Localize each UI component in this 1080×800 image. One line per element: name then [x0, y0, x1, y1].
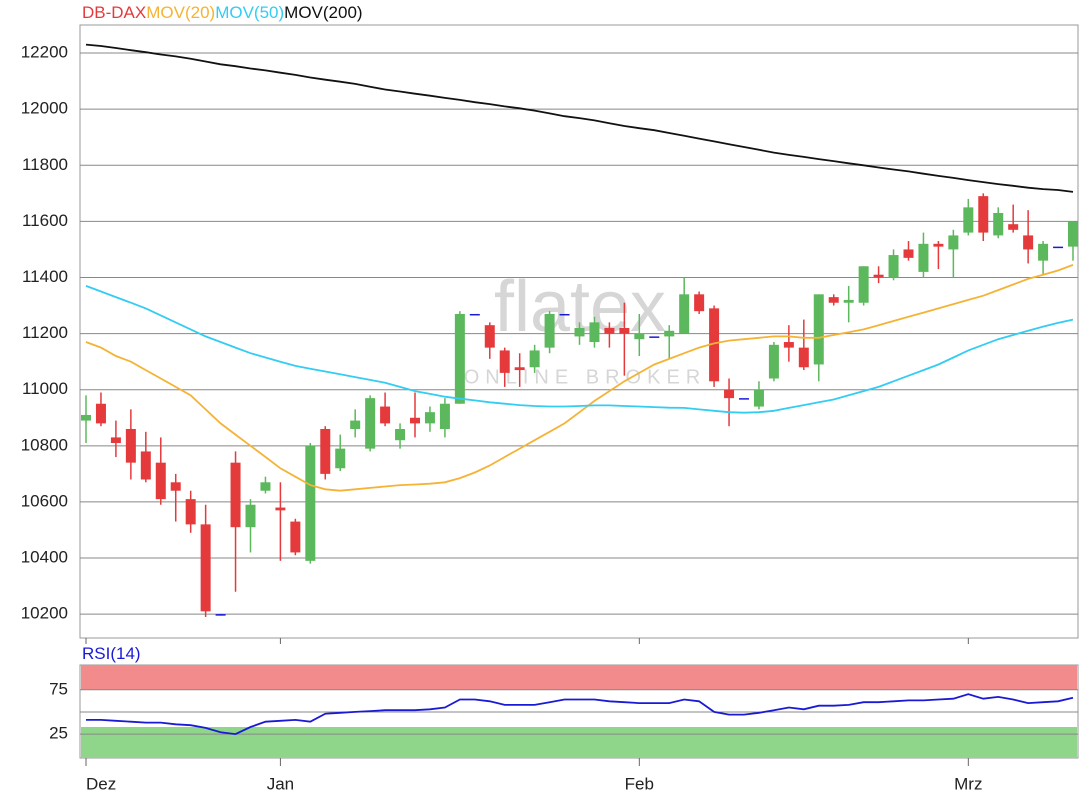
candle-body [1008, 224, 1019, 230]
legend: DB-DAXMOV(20)MOV(50)MOV(200) [82, 3, 363, 22]
candle-body [753, 389, 764, 407]
y-tick-label: 10600 [21, 491, 68, 510]
candle-body [739, 398, 749, 400]
candle-body [140, 451, 151, 480]
candle-body [679, 294, 690, 334]
legend-entry: MOV(200) [284, 3, 362, 22]
y-tick-label: 12200 [21, 43, 68, 62]
x-tick-label: Jan [267, 774, 294, 793]
y-tick-label: 12000 [21, 99, 68, 118]
legend-entry: DB-DAX [82, 3, 146, 22]
candle-body [858, 266, 869, 303]
candle-body [1068, 221, 1078, 247]
line-series [85, 264, 1074, 492]
candle-body [350, 420, 361, 429]
y-tick-label: 11800 [22, 155, 68, 174]
candle-body [454, 313, 465, 404]
candle-body [649, 336, 660, 338]
candle-body [335, 448, 346, 469]
candle-body [290, 521, 301, 553]
candle-body [619, 327, 630, 334]
candle-body [439, 403, 450, 429]
y-tick-label: 25 [49, 724, 68, 743]
y-tick-label: 10200 [21, 604, 68, 623]
candle-body [81, 414, 91, 421]
candle-body [410, 417, 420, 424]
y-tick-label: 11400 [22, 267, 68, 286]
candle-body [963, 207, 974, 233]
legend: RSI(14) [82, 644, 141, 663]
candle-body [559, 313, 570, 316]
candle-body [155, 462, 166, 500]
candle-body [664, 330, 675, 337]
candle-body [260, 482, 271, 491]
candle-body [888, 255, 899, 278]
candle-body [395, 428, 406, 441]
candle-body [903, 249, 914, 258]
candle-body [110, 437, 121, 444]
candle-body [724, 389, 735, 399]
candle-body [783, 342, 794, 348]
candle-body [469, 313, 480, 316]
candle-body [529, 350, 540, 368]
candle-body [365, 398, 376, 449]
y-tick-label: 10800 [21, 435, 68, 454]
candle-body [200, 524, 211, 612]
candle-body [380, 406, 391, 424]
x-tick-label: Feb [625, 774, 654, 793]
candle-body [993, 212, 1004, 236]
candle-body [1023, 235, 1034, 250]
candle-body [185, 499, 196, 525]
candle-body [320, 428, 331, 474]
candle-body [933, 243, 944, 247]
rsi-zone [81, 665, 1077, 690]
candle-body [574, 327, 585, 337]
candle-body [768, 344, 779, 379]
candle-body [275, 507, 286, 511]
candle-body [798, 347, 809, 368]
legend-entry: RSI(14) [82, 644, 141, 663]
candle-body [230, 462, 241, 528]
candle-body [828, 297, 839, 303]
candle-body [170, 482, 181, 491]
candle-body [634, 333, 645, 340]
rsi-zone [81, 727, 1077, 758]
candle-body [499, 350, 510, 373]
candle-body [484, 325, 495, 348]
y-tick-label: 11600 [22, 211, 68, 230]
candle-body [978, 196, 989, 233]
candle-body [873, 274, 884, 278]
line-series [85, 43, 1074, 193]
candle-body [918, 243, 929, 272]
candle-body [514, 367, 525, 371]
legend-entry: MOV(50) [215, 3, 284, 22]
candle-body [694, 294, 705, 312]
line-series [85, 285, 1074, 414]
candle-body [1053, 246, 1064, 249]
legend-entry: MOV(20) [146, 3, 215, 22]
x-tick-label: Mrz [954, 774, 982, 793]
candle-body [948, 235, 959, 250]
candle-body [813, 294, 824, 365]
x-tick-label: Dez [86, 774, 116, 793]
y-tick-label: 10400 [21, 548, 68, 567]
y-tick-label: 11200 [22, 323, 68, 342]
candle-body [604, 327, 615, 334]
candle-body [215, 614, 226, 616]
candle-body [245, 504, 256, 528]
candle-body [1038, 243, 1049, 261]
candle-body [424, 412, 435, 424]
candle-body [125, 428, 136, 463]
candle-body [589, 322, 600, 343]
y-tick-label: 75 [49, 679, 68, 698]
candle-body [544, 313, 555, 348]
candle-body [305, 445, 316, 561]
candle-body [843, 299, 854, 303]
candle-body [95, 403, 106, 424]
line-series [86, 693, 1074, 736]
y-tick-label: 11000 [22, 379, 68, 398]
candle-body [709, 308, 720, 382]
